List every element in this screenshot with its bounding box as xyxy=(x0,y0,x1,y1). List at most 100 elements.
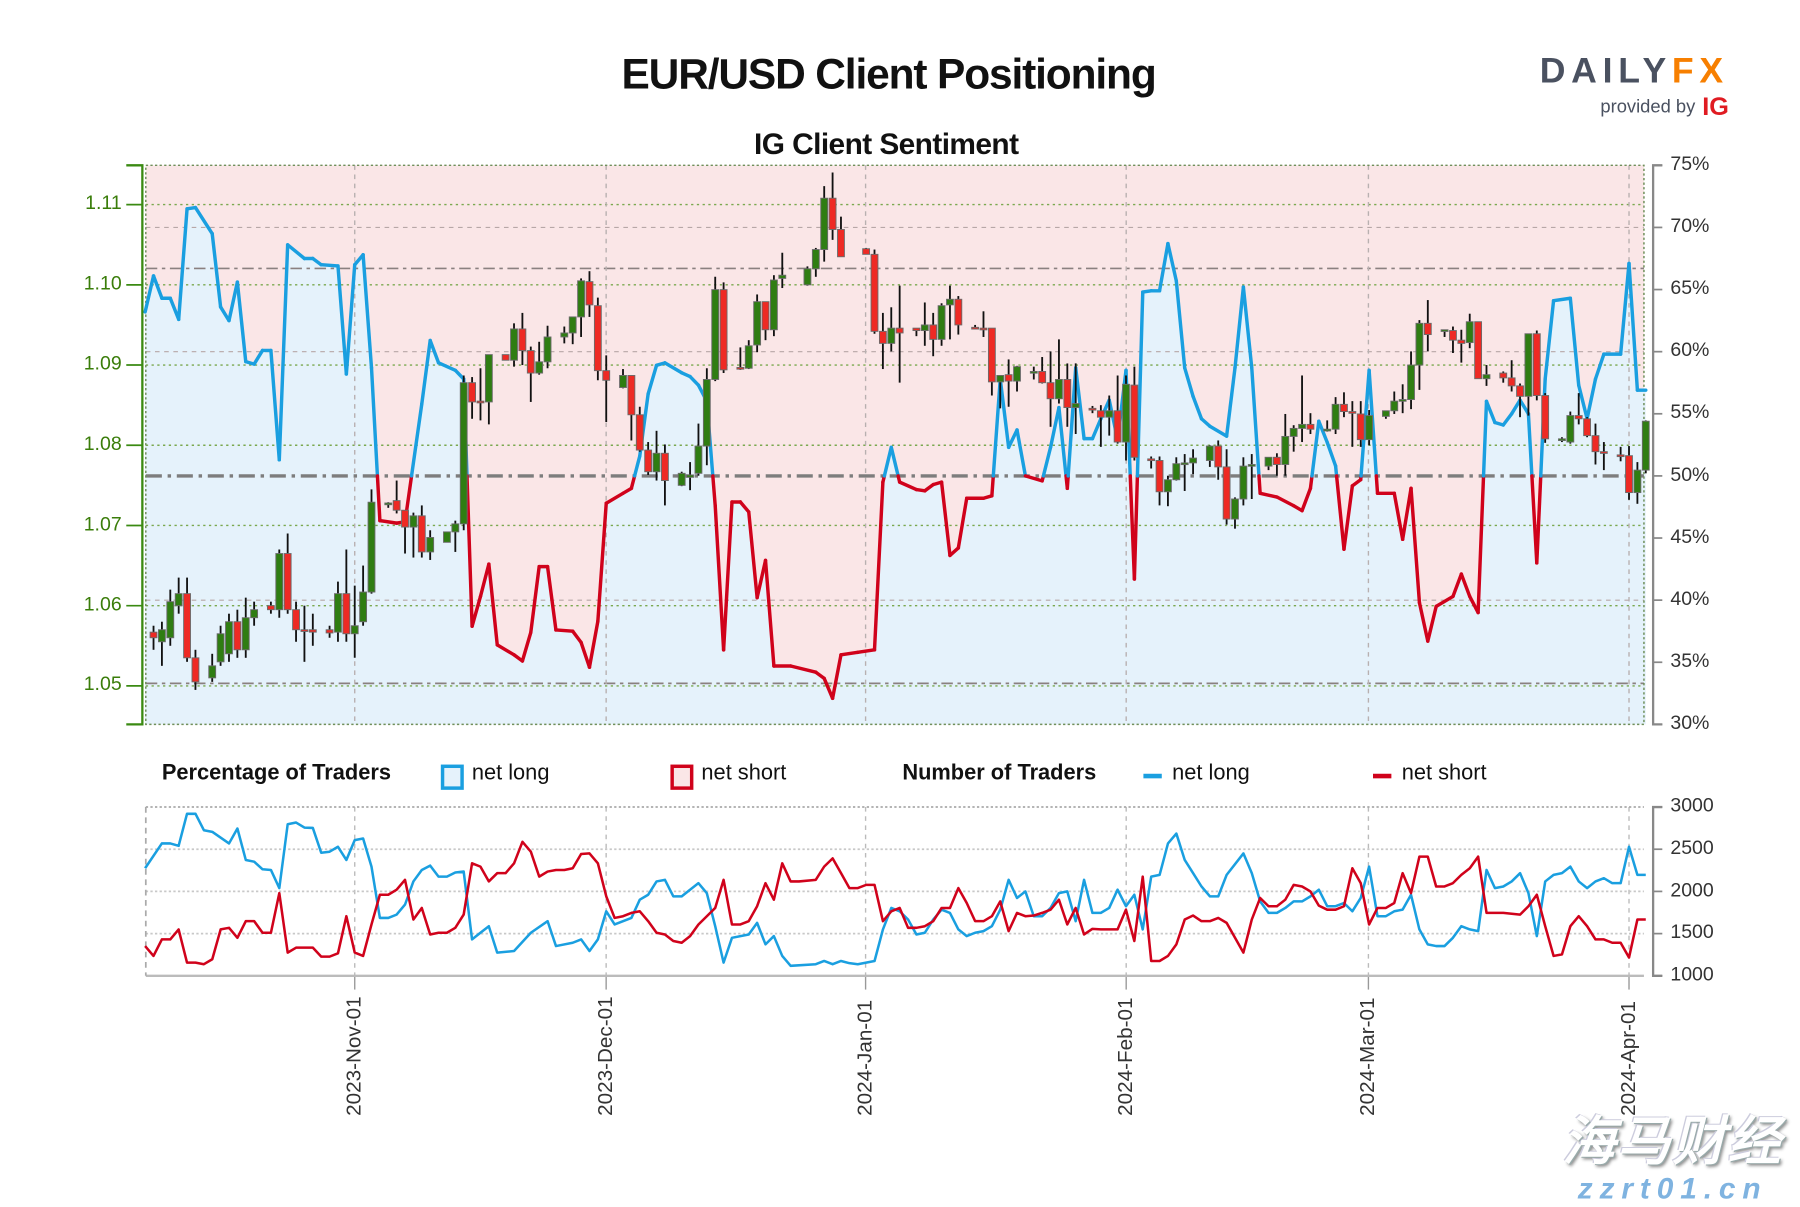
candle-body xyxy=(1441,330,1448,332)
x-tick-label: 2024-Mar-01 xyxy=(1356,998,1380,1116)
pct-tick-label: 75% xyxy=(1670,153,1709,176)
candle-body xyxy=(687,475,694,477)
candle-down xyxy=(871,250,878,334)
candle-body xyxy=(653,453,660,471)
legend-net-long-pct-swatch-icon xyxy=(441,765,464,790)
net-short-pct-segment xyxy=(841,652,858,654)
candle-body xyxy=(502,355,509,361)
candle-body xyxy=(402,510,409,527)
price-tick-label: 1.10 xyxy=(71,272,122,295)
candle-body xyxy=(1391,401,1398,411)
candle-body xyxy=(242,618,249,650)
candle-body xyxy=(1223,467,1230,519)
candle-body xyxy=(586,282,593,305)
net-short-pct-segment xyxy=(1067,476,1068,488)
candle-body xyxy=(1005,375,1012,381)
candle-body xyxy=(661,453,668,480)
candle-body xyxy=(1341,404,1348,411)
candle-body xyxy=(913,328,920,330)
candle-up xyxy=(276,550,283,618)
candle-body xyxy=(1332,404,1339,429)
candle-body xyxy=(1047,383,1054,399)
count-tick-label: 2500 xyxy=(1670,837,1713,860)
candle-body xyxy=(712,290,719,380)
candle-down xyxy=(720,282,727,373)
price-tick-label: 1.09 xyxy=(71,352,122,375)
price-tick-label: 1.06 xyxy=(71,593,122,616)
candle-body xyxy=(226,622,233,654)
candle-body xyxy=(1030,371,1037,373)
watermark: 海马财经 zzrt01.cn xyxy=(1552,1100,1793,1207)
candle-body xyxy=(1500,373,1507,378)
x-tick-label: 2023-Nov-01 xyxy=(342,996,366,1115)
candle-body xyxy=(1265,457,1272,466)
candle-body xyxy=(754,302,761,345)
candle-body xyxy=(1055,379,1062,398)
candle-body xyxy=(628,375,635,414)
legend-num-title: Number of Traders xyxy=(902,761,1096,786)
candle-body xyxy=(418,516,425,552)
candle-body xyxy=(1458,340,1465,343)
candle-body xyxy=(762,302,769,330)
candle-body xyxy=(879,331,886,343)
candle-body xyxy=(1148,459,1155,461)
candle-body xyxy=(251,610,258,618)
candle-down xyxy=(863,248,870,254)
net-short-pct-segment xyxy=(377,476,379,521)
candle-body xyxy=(511,329,518,360)
candle-body xyxy=(326,630,333,633)
candle-up xyxy=(1642,420,1649,473)
pct-tick-label: 65% xyxy=(1670,277,1709,300)
candle-body xyxy=(888,328,895,343)
candle-up xyxy=(368,489,375,593)
candle-body xyxy=(360,592,367,622)
candle-body xyxy=(980,328,987,330)
candle-body xyxy=(410,516,417,527)
candle-body xyxy=(1324,429,1331,431)
candle-body xyxy=(1273,457,1280,464)
candle-up xyxy=(511,323,518,366)
candle-body xyxy=(1282,436,1289,464)
net-short-pct-segment xyxy=(556,630,573,631)
candle-body xyxy=(578,281,585,317)
candle-body xyxy=(267,606,274,610)
candle-down xyxy=(502,355,509,361)
pct-tick-label: 40% xyxy=(1670,588,1709,611)
candle-body xyxy=(1206,446,1213,460)
candle-body xyxy=(343,594,350,634)
candle-body xyxy=(1072,404,1079,408)
price-tick-label: 1.11 xyxy=(71,192,122,215)
candle-up xyxy=(1567,412,1574,444)
candle-body xyxy=(930,325,937,339)
candle-body xyxy=(1533,334,1540,396)
candle-body xyxy=(158,630,165,642)
candle-body xyxy=(234,622,241,650)
count-tick-label: 1000 xyxy=(1670,963,1713,986)
candle-body xyxy=(1181,463,1188,465)
candle-body xyxy=(737,367,744,369)
candle-body xyxy=(988,328,995,382)
net-short-pct-segment xyxy=(1310,476,1312,488)
candle-body xyxy=(1123,384,1130,442)
candle-up xyxy=(770,275,777,336)
candle-body xyxy=(1064,379,1071,407)
candle-body xyxy=(335,594,342,633)
candle-body xyxy=(393,501,400,511)
candle-body xyxy=(1106,411,1113,417)
candle-body xyxy=(150,632,157,638)
candle-body xyxy=(745,346,752,368)
net-short-pct-segment xyxy=(380,521,397,523)
candle-down xyxy=(1475,322,1482,379)
candle-down xyxy=(594,298,601,381)
candle-body xyxy=(217,634,224,662)
candle-body xyxy=(1592,436,1599,452)
candle-body xyxy=(1517,386,1524,396)
candle-body xyxy=(1114,411,1121,442)
candle-body xyxy=(863,249,870,255)
candle-body xyxy=(452,524,459,532)
candle-body xyxy=(1240,466,1247,499)
candle-body xyxy=(1248,465,1255,467)
candle-body xyxy=(938,306,945,340)
